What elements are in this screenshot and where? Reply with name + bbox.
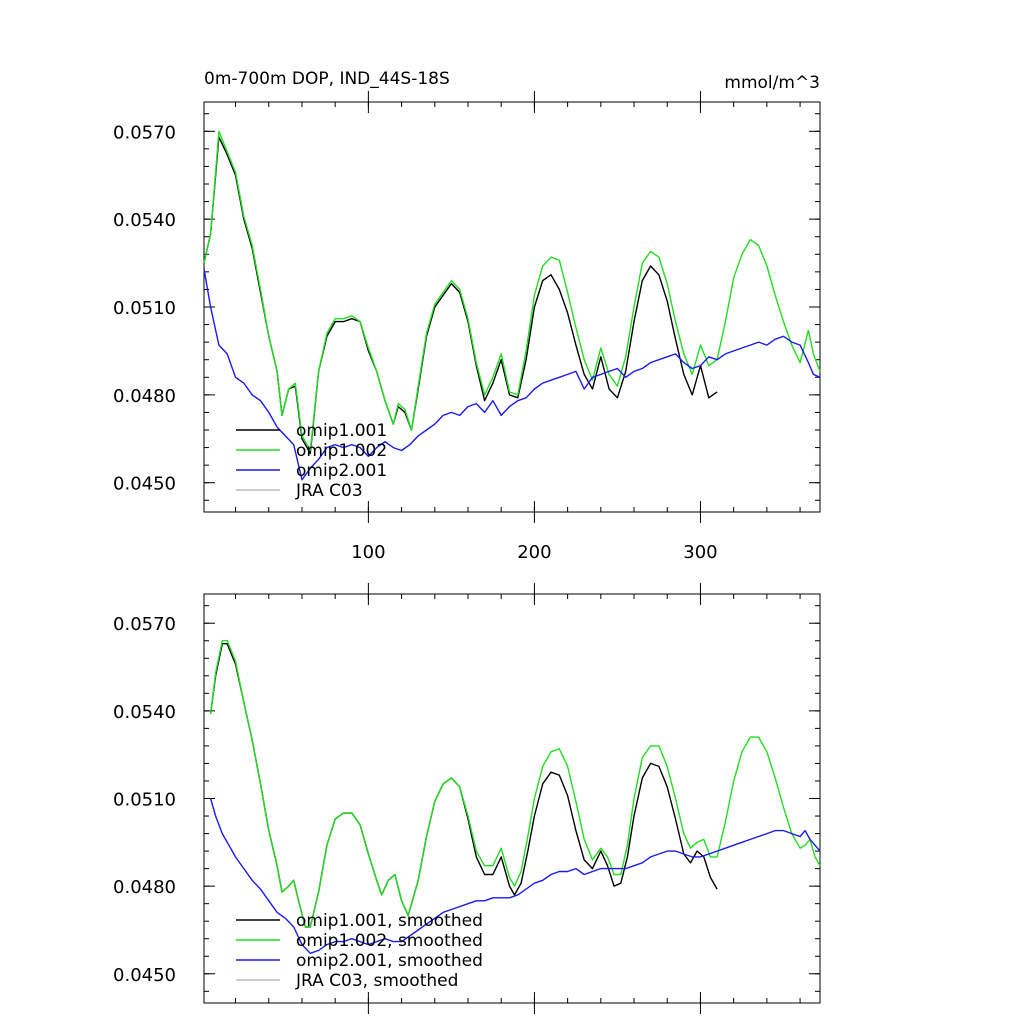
series-line-1 [203, 130, 821, 452]
legend-label: omip2.001 [296, 461, 387, 481]
y-tick-label: 0.0450 [113, 965, 176, 986]
series-line-2 [209, 798, 821, 954]
legend-label: omip1.002, smoothed [296, 931, 483, 951]
legend-label: omip2.001, smoothed [296, 951, 483, 971]
bottom-panel: 0.0450 0.0480 0.0510 0.0540 0.0570 omip1.001,… [113, 583, 821, 1014]
y-tick-label: 0.0480 [113, 877, 176, 898]
y-tick-label: 0.0480 [113, 386, 176, 407]
y-tick-label: 0.0570 [113, 122, 176, 143]
series-line-2 [203, 268, 821, 481]
x-tick-label: 100 [351, 542, 385, 563]
top-panel: 0.0450 0.0480 0.0510 0.0540 0.0570 100 200 300 o… [113, 91, 821, 563]
y-tick-label: 0.0510 [113, 298, 176, 319]
y-tick-label: 0.0450 [113, 474, 176, 495]
legend-label: JRA C03 [295, 481, 363, 501]
series-line-1 [209, 640, 821, 928]
legend-label: omip1.001 [296, 421, 387, 441]
y-tick-label: 0.0510 [113, 790, 176, 811]
legend-label: JRA C03, smoothed [295, 971, 458, 991]
y-tick-label: 0.0570 [113, 614, 176, 635]
x-tick-label: 200 [517, 542, 551, 563]
y-tick-label: 0.0540 [113, 702, 176, 723]
legend-label: omip1.002 [296, 441, 387, 461]
y-tick-label: 0.0540 [113, 210, 176, 231]
chart-units: mmol/m^3 [724, 73, 820, 93]
series-line-0 [209, 643, 718, 928]
legend-label: omip1.001, smoothed [296, 911, 483, 931]
x-tick-label: 300 [683, 542, 717, 563]
chart-title: 0m-700m DOP, IND_44S-18S [204, 69, 450, 89]
